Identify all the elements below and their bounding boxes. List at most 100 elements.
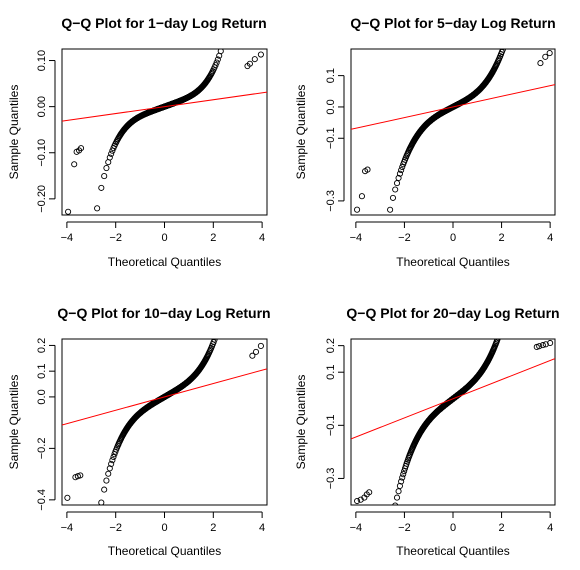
qq-point xyxy=(105,470,112,477)
qq-panel-2: Q−Q Plot for 5−day Log Return Theoretical… xyxy=(294,2,556,269)
y-tick-label: 0.10 xyxy=(36,50,48,71)
qq-point xyxy=(497,331,502,336)
qq-point xyxy=(364,166,371,173)
plot-title: Q−Q Plot for 1−day Log Return xyxy=(61,15,266,31)
x-tick-label: 4 xyxy=(547,522,553,534)
qq-point xyxy=(217,49,224,55)
y-tick-label: −0.1 xyxy=(325,414,337,436)
qq-point xyxy=(249,352,256,359)
qq-point xyxy=(95,522,100,527)
y-axis-label: Sample Quantiles xyxy=(7,375,21,470)
qq-point xyxy=(537,60,544,67)
x-tick-label: 2 xyxy=(499,522,505,534)
qq-reference-line xyxy=(351,358,555,440)
qq-point xyxy=(547,339,554,347)
qq-point xyxy=(513,2,518,7)
y-tick-label: −0.3 xyxy=(325,468,337,490)
x-tick-label: 0 xyxy=(161,232,167,244)
qq-point xyxy=(106,154,113,161)
qq-point xyxy=(496,333,501,338)
y-tick-label: 0.2 xyxy=(325,338,337,353)
qq-point xyxy=(101,173,108,180)
plot-frame xyxy=(350,338,556,506)
qq-point xyxy=(396,482,403,489)
y-tick-label: −0.1 xyxy=(325,127,337,149)
qq-point xyxy=(546,50,553,57)
qq-point xyxy=(65,208,72,215)
qq-point xyxy=(400,471,407,478)
qq-point xyxy=(503,38,508,43)
qq-point xyxy=(399,474,406,481)
qq-point xyxy=(64,494,71,501)
qq-point xyxy=(383,552,388,557)
y-tick-label: −0.4 xyxy=(36,489,48,511)
qq-reference-line xyxy=(62,91,267,122)
x-tick-label: −2 xyxy=(398,522,411,534)
qq-point xyxy=(252,348,260,355)
y-axis-label: Sample Quantiles xyxy=(294,85,308,180)
y-axis-label: Sample Quantiles xyxy=(294,375,308,470)
qq-point xyxy=(395,174,402,182)
qq-point xyxy=(101,486,108,493)
plot-title: Q−Q Plot for 5−day Log Return xyxy=(350,15,555,31)
qq-panel-1: Q−Q Plot for 1−day Log Return Theoretical… xyxy=(7,2,268,269)
plot-frame xyxy=(350,48,556,216)
qq-point xyxy=(103,165,110,172)
y-tick-label: 0.1 xyxy=(325,68,337,83)
qq-point xyxy=(536,343,543,350)
qq-point xyxy=(539,342,546,349)
points-group xyxy=(354,2,553,213)
x-tick-label: 0 xyxy=(450,232,456,244)
qq-point xyxy=(229,2,234,7)
x-tick-label: −4 xyxy=(61,522,74,534)
x-axis-label: Theoretical Quantiles xyxy=(108,255,221,269)
x-tick-label: −4 xyxy=(350,522,363,534)
plot-title: Q−Q Plot for 10−day Log Return xyxy=(57,305,270,321)
qq-point xyxy=(213,339,218,340)
qq-point xyxy=(396,170,403,177)
qq-point xyxy=(505,33,510,38)
y-tick-label: 0.2 xyxy=(36,338,48,353)
y-tick-label: −0.3 xyxy=(325,190,337,212)
x-tick-label: −4 xyxy=(350,232,363,244)
x-tick-label: −2 xyxy=(109,232,122,244)
qq-point xyxy=(393,180,401,187)
qq-point xyxy=(98,499,105,505)
qq-point xyxy=(246,60,253,67)
y-axis-label: Sample Quantiles xyxy=(7,85,21,180)
qq-point xyxy=(215,327,220,332)
qq-point xyxy=(506,297,511,302)
y-tick-label: 0.1 xyxy=(36,364,48,379)
x-tick-label: −2 xyxy=(398,232,411,244)
qq-point xyxy=(393,494,401,501)
qq-point xyxy=(225,289,230,294)
x-tick-label: −2 xyxy=(109,522,122,534)
qq-point xyxy=(108,150,115,157)
qq-point xyxy=(110,453,117,461)
qq-point xyxy=(214,56,221,63)
qq-point xyxy=(358,193,365,200)
qq-point xyxy=(499,324,504,329)
y-tick-label: 0.0 xyxy=(325,99,337,114)
qq-point xyxy=(387,206,394,213)
plot-frame xyxy=(61,338,268,506)
qq-panel-3: Q−Q Plot for 10−day Log Return Theoretica… xyxy=(7,267,271,558)
qq-point xyxy=(390,513,395,518)
qq-point xyxy=(222,35,227,40)
y-tick-label: 0.0 xyxy=(36,389,48,404)
qq-point xyxy=(398,167,405,174)
qq-reference-line xyxy=(351,84,555,130)
y-tick-label: −0.10 xyxy=(36,139,48,167)
qq-point xyxy=(257,51,264,58)
x-tick-label: −4 xyxy=(61,232,74,244)
qq-point xyxy=(498,327,503,332)
qq-point xyxy=(498,329,503,334)
qq-point xyxy=(399,163,406,171)
qq-point xyxy=(398,478,405,485)
qq-point xyxy=(526,182,531,187)
qq-point xyxy=(395,488,402,495)
y-tick-label: −0.2 xyxy=(36,438,48,460)
qq-point xyxy=(94,205,101,212)
x-axis-label: Theoretical Quantiles xyxy=(396,544,509,558)
qq-point xyxy=(229,267,234,272)
